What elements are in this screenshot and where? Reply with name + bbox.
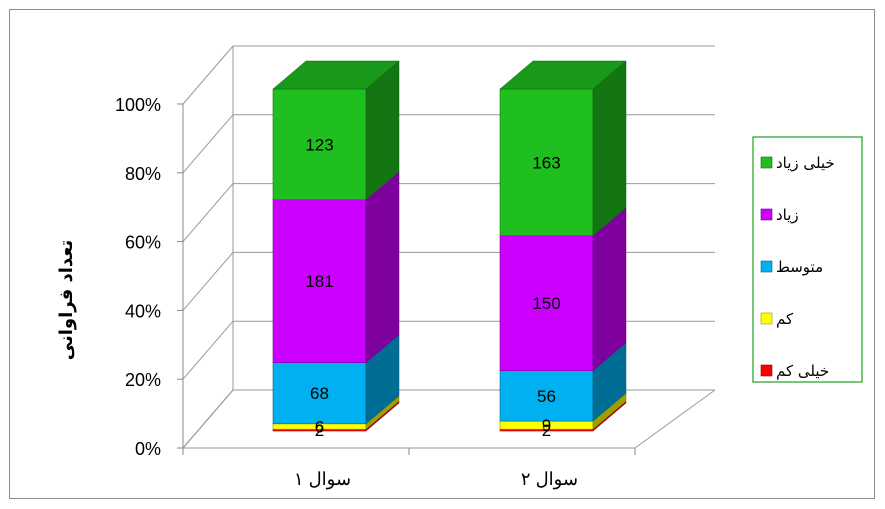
gridline-side — [182, 252, 234, 311]
data-label: 9 — [542, 416, 551, 435]
legend-label: متوسط — [776, 258, 823, 276]
legend-swatch — [760, 260, 773, 273]
data-label: 163 — [532, 153, 560, 172]
chart-frame — [9, 9, 875, 499]
data-label: 123 — [305, 135, 333, 154]
y-tick-label: 80% — [125, 164, 161, 184]
chart-walls — [182, 46, 716, 449]
data-label: 56 — [537, 387, 556, 406]
gridlines — [182, 45, 715, 449]
legend-label: زیاد — [776, 206, 799, 224]
y-tick-label: 0% — [135, 439, 161, 459]
x-tick-labels: سوال ۱ سوال ۲ — [294, 469, 578, 490]
y-tick-label: 60% — [125, 233, 161, 253]
bars — [272, 60, 627, 432]
gridline-side — [182, 183, 234, 242]
bar-segment — [272, 199, 367, 363]
gridline-side — [182, 114, 234, 174]
floor-right-edge — [634, 389, 716, 449]
data-label: 68 — [310, 384, 329, 403]
legend-swatch — [760, 312, 773, 325]
bar-segment — [499, 370, 594, 422]
bar-segment-side — [592, 60, 627, 237]
y-axis-label: تعداد فراوانی — [56, 240, 77, 360]
legend-label: خیلی زیاد — [776, 154, 835, 172]
legend-label: خیلی کم — [776, 362, 829, 380]
bar-top — [499, 60, 627, 90]
data-label: 2 — [315, 421, 324, 440]
legend-swatch — [760, 208, 773, 221]
y-tick-label: 40% — [125, 301, 161, 321]
data-label: 181 — [305, 272, 333, 291]
data-label: 2 — [542, 421, 551, 440]
x-tick-label: سوال ۱ — [294, 469, 351, 490]
bar-top — [272, 60, 400, 90]
data-label: 150 — [532, 294, 560, 313]
gridline-side — [182, 389, 234, 449]
bar-segment — [499, 235, 594, 371]
y-tick-label: 20% — [125, 370, 161, 390]
y-tick-labels: 0% 20% 40% 60% 80% 100% — [115, 95, 161, 459]
gridline-side — [182, 320, 234, 380]
axes — [177, 103, 636, 455]
y-tick-label: 100% — [115, 95, 161, 115]
legend: خیلی زیاد زیاد متوسط کم خیلی کم — [752, 136, 863, 383]
legend-swatch — [760, 156, 773, 169]
bar-segment — [272, 88, 367, 200]
legend-label: کم — [776, 310, 794, 328]
x-tick-label: سوال ۲ — [521, 469, 578, 490]
bar-segment — [272, 362, 367, 425]
bar-segment-side — [592, 207, 627, 372]
legend-swatch — [760, 364, 773, 377]
data-label: 6 — [315, 418, 324, 437]
bar-segment-side — [365, 171, 400, 364]
legend-box — [752, 136, 863, 383]
gridline-side — [182, 45, 234, 105]
